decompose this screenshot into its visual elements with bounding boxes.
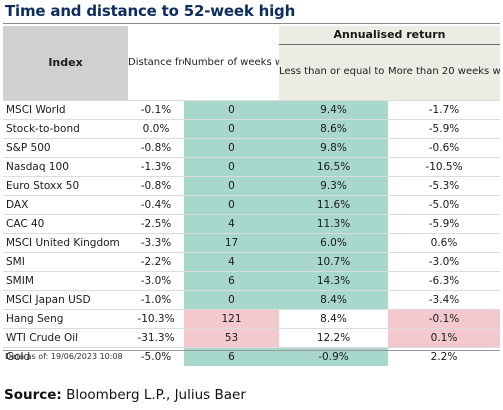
table-row: Stock-to-bond 0.0% 0 8.6% -5.9% <box>3 119 501 138</box>
table-row: SMIM -3.0% 6 14.3% -6.3% <box>3 271 501 290</box>
gt-20-return-cell: -10.5% <box>425 160 463 173</box>
weeks-cell: 0 <box>184 195 279 214</box>
le-20-return-cell: 10.7% <box>279 252 388 271</box>
weeks-cell: 121 <box>184 309 279 328</box>
header-weeks: Number of weeks without a higher 52-week… <box>184 26 279 100</box>
distance-cell: -1.0% <box>140 293 172 306</box>
gt-20-return-cell: 0.1% <box>388 328 501 347</box>
weeks-cell: 53 <box>184 328 279 347</box>
distance-cell: -1.3% <box>140 160 172 173</box>
distance-cell: -0.8% <box>140 179 172 192</box>
le-20-return-cell: 8.6% <box>279 119 388 138</box>
le-20-return-cell: 11.6% <box>279 195 388 214</box>
table-row: MSCI United Kingdom -3.3% 17 6.0% 0.6% <box>3 233 501 252</box>
table-row: S&P 500 -0.8% 0 9.8% -0.6% <box>3 138 501 157</box>
gt-20-return-cell: -5.0% <box>428 198 460 211</box>
gt-20-return-cell: -5.9% <box>428 217 460 230</box>
source-label: Source: <box>4 387 62 403</box>
header-gt-20-weeks: More than 20 weeks without a higher 52-w… <box>388 44 501 100</box>
gt-20-return-cell: -3.0% <box>428 255 460 268</box>
le-20-return-cell: 11.3% <box>279 214 388 233</box>
index-name-cell: Stock-to-bond <box>6 122 80 135</box>
distance-cell: -0.4% <box>140 198 172 211</box>
source-line: Source: Bloomberg L.P., Julius Baer <box>4 387 246 403</box>
header-index: Index <box>3 26 128 100</box>
weeks-cell: 17 <box>184 233 279 252</box>
le-20-return-cell: 6.0% <box>279 233 388 252</box>
table-row: Hang Seng -10.3% 121 8.4% -0.1% <box>3 309 501 328</box>
title-divider <box>3 23 500 24</box>
gt-20-return-cell: 2.2% <box>430 350 458 363</box>
le-20-return-cell: 14.3% <box>279 271 388 290</box>
data-date-footnote: Data as of: 19/06/2023 10:08 <box>5 352 123 361</box>
le-20-return-cell: 12.2% <box>316 331 351 344</box>
weeks-cell: 0 <box>184 119 279 138</box>
table-row: WTI Crude Oil -31.3% 53 12.2% 0.1% <box>3 328 501 347</box>
weeks-cell: 0 <box>184 176 279 195</box>
index-name-cell: Gold <box>6 350 31 363</box>
index-name-cell: DAX <box>6 198 29 211</box>
table-row: DAX -0.4% 0 11.6% -5.0% <box>3 195 501 214</box>
weeks-cell: 4 <box>184 214 279 233</box>
index-name-cell: Hang Seng <box>6 312 64 325</box>
le-20-return-cell: 9.8% <box>279 138 388 157</box>
header-le-20-weeks: Less than or equal to 20 weeks without a… <box>279 44 388 100</box>
index-name-cell: MSCI Japan USD <box>6 293 91 306</box>
weeks-cell: 0 <box>184 157 279 176</box>
data-table: Index Distance from 52-week high Number … <box>3 26 501 366</box>
page-title: Time and distance to 52-week high <box>5 2 296 20</box>
table-row: Euro Stoxx 50 -0.8% 0 9.3% -5.3% <box>3 176 501 195</box>
weeks-cell: 6 <box>184 271 279 290</box>
distance-cell: -3.3% <box>140 236 172 249</box>
distance-cell: -2.5% <box>140 217 172 230</box>
index-name-cell: MSCI United Kingdom <box>6 236 120 249</box>
weeks-cell: 0 <box>184 100 279 119</box>
distance-cell: -5.0% <box>140 350 172 363</box>
weeks-cell: 4 <box>184 252 279 271</box>
weeks-cell: 0 <box>184 290 279 309</box>
table-row: Gold -5.0% 6 -0.9% 2.2% <box>3 347 501 366</box>
table-bottom-divider <box>3 350 500 351</box>
le-20-return-cell: 16.5% <box>279 157 388 176</box>
table-row: MSCI Japan USD -1.0% 0 8.4% -3.4% <box>3 290 501 309</box>
distance-cell: -10.3% <box>137 312 175 325</box>
index-name-cell: WTI Crude Oil <box>6 331 79 344</box>
le-20-return-cell: 9.3% <box>279 176 388 195</box>
source-text: Bloomberg L.P., Julius Baer <box>61 387 246 403</box>
le-20-return-cell: 9.4% <box>279 100 388 119</box>
header-annualised-return: Annualised return <box>279 26 501 45</box>
gt-20-return-cell: -5.3% <box>428 179 460 192</box>
index-name-cell: Nasdaq 100 <box>6 160 69 173</box>
index-name-cell: SMIM <box>6 274 34 287</box>
index-name-cell: S&P 500 <box>6 141 51 154</box>
table-row: MSCI World -0.1% 0 9.4% -1.7% <box>3 100 501 119</box>
weeks-cell: 0 <box>184 138 279 157</box>
weeks-cell: 6 <box>184 347 279 366</box>
gt-20-return-cell: -1.7% <box>428 103 460 116</box>
table-row: Nasdaq 100 -1.3% 0 16.5% -10.5% <box>3 157 501 176</box>
gt-20-return-cell: -6.3% <box>428 274 460 287</box>
gt-20-return-cell: 0.6% <box>430 236 458 249</box>
distance-cell: -3.0% <box>140 274 172 287</box>
header-distance: Distance from 52-week high <box>128 26 184 100</box>
distance-cell: -0.1% <box>140 103 172 116</box>
table-row: CAC 40 -2.5% 4 11.3% -5.9% <box>3 214 501 233</box>
index-name-cell: MSCI World <box>6 103 66 116</box>
table-row: SMI -2.2% 4 10.7% -3.0% <box>3 252 501 271</box>
le-20-return-cell: 8.4% <box>320 312 347 325</box>
gt-20-return-cell: -3.4% <box>428 293 460 306</box>
index-name-cell: Euro Stoxx 50 <box>6 179 80 192</box>
distance-cell: -0.8% <box>140 141 172 154</box>
gt-20-return-cell: -0.1% <box>388 309 501 328</box>
index-name-cell: SMI <box>6 255 25 268</box>
gt-20-return-cell: -0.6% <box>428 141 460 154</box>
distance-cell: -2.2% <box>140 255 172 268</box>
table-body: MSCI World -0.1% 0 9.4% -1.7% Stock-to-bond 0.… <box>3 100 501 366</box>
distance-cell: -31.3% <box>137 331 175 344</box>
distance-cell: 0.0% <box>142 122 170 135</box>
index-name-cell: CAC 40 <box>6 217 45 230</box>
le-20-return-cell: 8.4% <box>279 290 388 309</box>
le-20-return-cell: -0.9% <box>279 347 388 366</box>
gt-20-return-cell: -5.9% <box>428 122 460 135</box>
